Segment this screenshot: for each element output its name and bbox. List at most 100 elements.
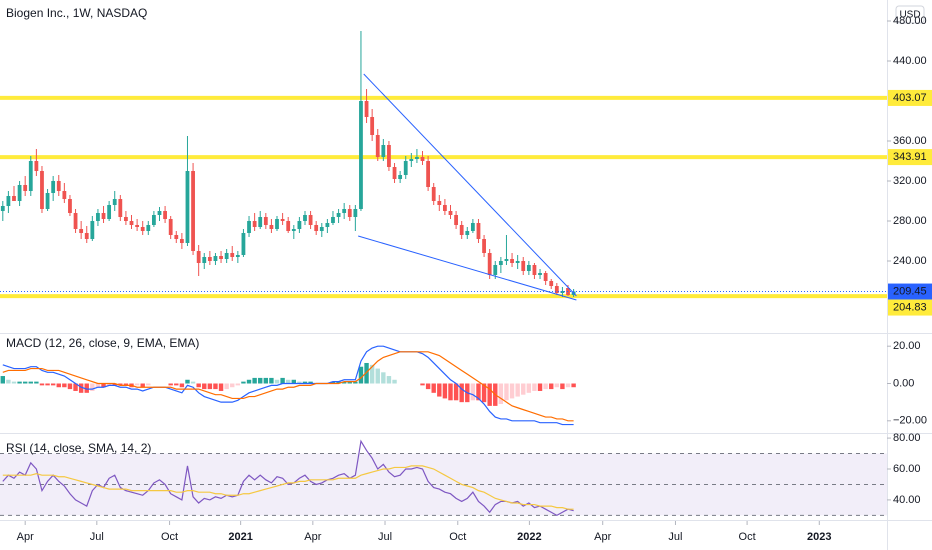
candle-body [101, 213, 106, 219]
candle-body [40, 171, 44, 209]
histogram-bar [263, 377, 269, 384]
y-tick-label: 40.00 [893, 494, 921, 506]
histogram-bar [481, 383, 487, 403]
price-label-box [888, 283, 932, 300]
histogram-bar [560, 383, 565, 390]
candle-body [12, 196, 16, 201]
histogram-bar [78, 383, 84, 393]
histogram-bar [11, 381, 17, 384]
candle-body [235, 255, 240, 257]
y-tick-label: 480.00 [893, 15, 927, 27]
trend-line [358, 235, 577, 301]
histogram-bar [347, 381, 352, 384]
histogram-bar [554, 383, 560, 388]
x-tick-label: 2022 [517, 531, 541, 543]
histogram-bar [134, 383, 140, 386]
histogram-bar [95, 383, 101, 388]
series-line [2, 351, 574, 422]
histogram-bar [50, 383, 56, 386]
plot [0, 31, 887, 517]
candle-body [487, 253, 492, 275]
candle-body [381, 145, 386, 157]
candle-body [314, 225, 319, 231]
histogram-bar [179, 383, 185, 388]
currency[interactable]: USD [899, 10, 920, 21]
histogram-bar [67, 383, 73, 390]
candle-body [196, 251, 201, 263]
histogram-bar [6, 379, 11, 384]
candle-body [515, 261, 520, 263]
candle-body [437, 201, 442, 205]
histogram-bar [537, 383, 543, 391]
histogram-bar [431, 383, 436, 393]
candle-body [498, 261, 503, 265]
candle-body [291, 229, 296, 231]
candle-body [280, 219, 285, 221]
candle-body [269, 225, 274, 229]
histogram-bar [280, 377, 285, 384]
histogram-bar [375, 368, 380, 384]
candle-body [84, 233, 89, 239]
candle-body [375, 135, 380, 157]
y-tick-label: 80.00 [893, 432, 921, 444]
candle-body [482, 239, 486, 253]
candle-body [207, 257, 212, 261]
histogram-bar [381, 372, 386, 384]
candle-body [370, 117, 375, 135]
histogram-bar [453, 383, 459, 401]
candle-body [364, 101, 369, 117]
histogram-bar [353, 381, 358, 384]
histogram-bar [386, 376, 392, 384]
candle-body [504, 259, 509, 261]
candle-body [247, 221, 251, 233]
histogram-bar [34, 381, 39, 384]
candle-body [398, 175, 403, 179]
histogram-bar [291, 379, 297, 384]
histogram-bar [476, 383, 481, 401]
histogram-bar [106, 383, 112, 386]
histogram-bar [487, 383, 492, 406]
candle-body [543, 273, 548, 281]
price-label-box [888, 299, 932, 316]
histogram-bar [392, 379, 397, 384]
candle-body [174, 235, 179, 239]
candle-body [420, 157, 425, 161]
histogram-bar [526, 383, 532, 393]
candle-body [554, 286, 559, 293]
histogram-bar [532, 383, 537, 391]
candle-body [151, 215, 156, 225]
candle-body [6, 196, 11, 206]
x-tick-label: Oct [449, 531, 466, 543]
rsi-title: RSI (14, close, SMA, 14, 2) [6, 441, 151, 455]
candle-body [308, 215, 313, 225]
candle-body [202, 257, 207, 263]
price-label: 209.45 [893, 285, 927, 297]
candle-body [336, 213, 341, 217]
x-tick-label: 2021 [228, 531, 252, 543]
x-tick-label: Jul [378, 531, 392, 543]
candle-body [263, 217, 268, 225]
histogram-bar [565, 383, 571, 388]
histogram-bar [515, 383, 520, 397]
candle-body [566, 288, 570, 295]
candle-body [521, 261, 526, 271]
candle-body [510, 259, 514, 263]
histogram-bar [190, 381, 196, 384]
x-tick-label: Apr [594, 531, 611, 543]
histogram-bar [442, 383, 448, 399]
histogram-bar [425, 383, 431, 390]
histogram-bar [509, 383, 515, 399]
histogram-bar [84, 383, 89, 393]
candle-body [353, 209, 358, 217]
histogram-bar [218, 383, 224, 391]
x-tick-label: Apr [304, 531, 321, 543]
price-label-box [888, 149, 932, 166]
histogram-bar [101, 383, 106, 388]
currency-box[interactable] [895, 5, 925, 24]
histogram-bar [252, 377, 257, 384]
histogram-bar [358, 366, 364, 384]
histogram-bar [112, 383, 117, 386]
candle-body [112, 199, 117, 205]
histogram-bar [207, 383, 213, 390]
